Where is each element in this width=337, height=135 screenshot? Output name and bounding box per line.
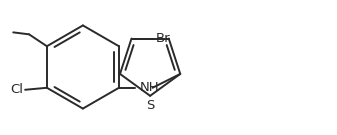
Text: Br: Br — [155, 32, 170, 45]
Text: NH: NH — [140, 81, 159, 94]
Text: S: S — [146, 99, 154, 112]
Text: Cl: Cl — [10, 83, 23, 96]
